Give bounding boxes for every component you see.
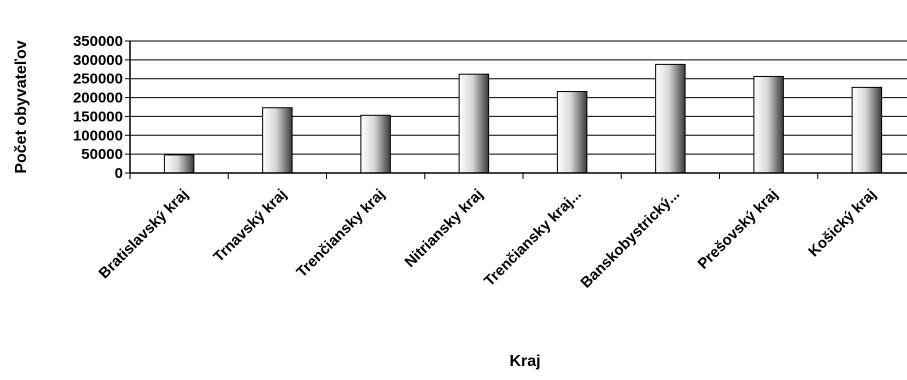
y-tick-label: 250000 <box>73 71 123 88</box>
bar <box>458 73 490 174</box>
bar <box>753 75 784 174</box>
x-tick-label: Prešovský kraj <box>695 186 782 273</box>
x-tick-label: Banskobystrický... <box>577 186 683 292</box>
y-tick-label: 300000 <box>73 52 123 69</box>
gridlines <box>130 40 907 155</box>
x-tick-label: Košický kraj <box>805 186 880 261</box>
bar <box>556 91 588 174</box>
y-tick-label: 350000 <box>73 33 123 50</box>
bars <box>163 63 883 174</box>
y-axis-title: Počet obyvateľov <box>13 40 30 173</box>
y-tick-label: 150000 <box>73 108 123 125</box>
x-tick-label: Nitriansky kraj <box>402 186 487 271</box>
y-tick-label: 50000 <box>81 146 123 163</box>
y-tick-label: 200000 <box>73 90 123 107</box>
bar <box>262 107 293 174</box>
bar <box>360 114 391 174</box>
y-tick-label: 100000 <box>73 127 123 144</box>
y-tick-label: 0 <box>115 165 123 182</box>
bar <box>851 86 883 174</box>
x-axis-title: Kraj <box>509 353 540 370</box>
bar <box>655 63 686 174</box>
x-tick-label: Trnavský kraj <box>210 186 290 266</box>
x-tick-label: Trenčiansky kraj <box>293 186 388 281</box>
x-tick-label: Bratislavský kraj <box>96 186 192 282</box>
axes <box>125 40 907 179</box>
x-tick-label: Trenčiansky kraj... <box>481 186 585 290</box>
bar <box>163 154 195 174</box>
